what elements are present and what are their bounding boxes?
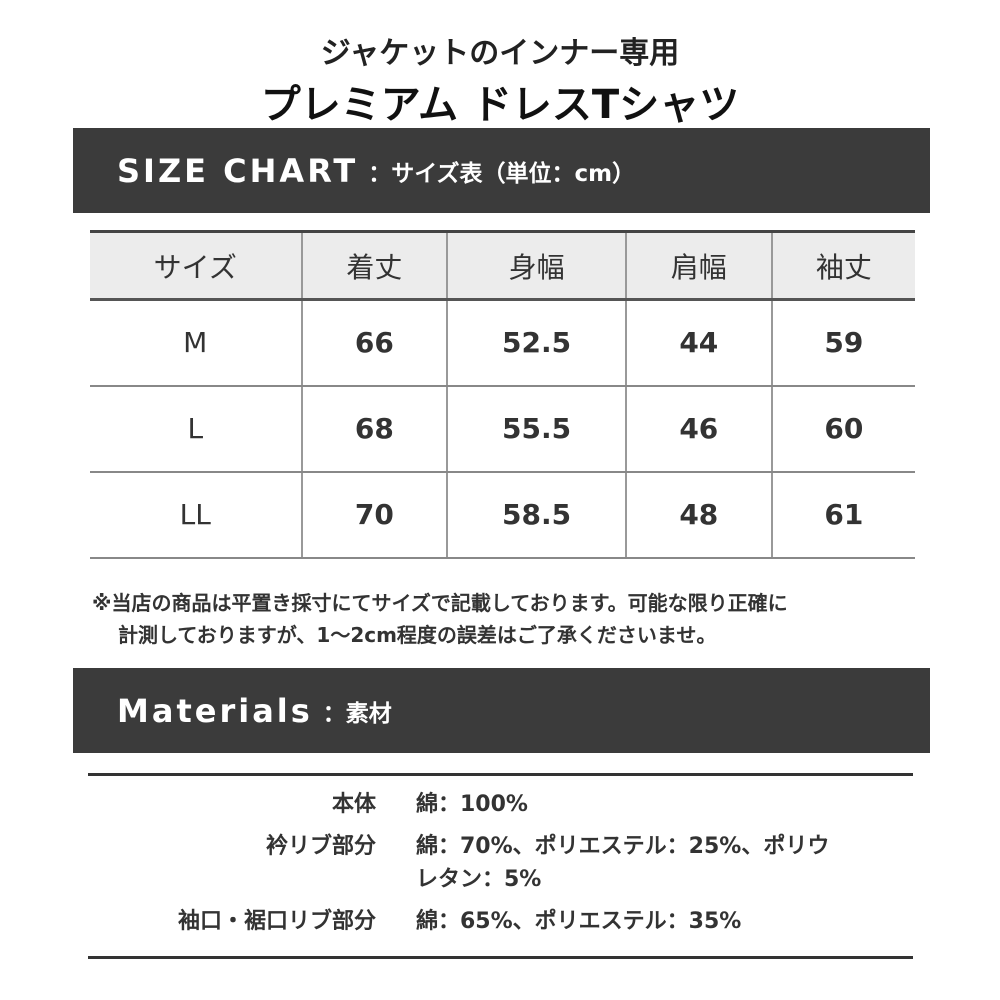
column-header: 着丈 (300, 231, 449, 301)
cell: 60 (770, 385, 915, 473)
cell: 66 (300, 299, 449, 387)
cell: 55.5 (446, 385, 627, 473)
cell: 44 (624, 299, 773, 387)
material-value: 綿：100% (416, 792, 528, 817)
size-chart-heading: SIZE CHART (117, 151, 359, 190)
title-line-2: プレミアム ドレスTシャツ (260, 82, 740, 128)
material-label: 袖口・裾口リブ部分 (177, 909, 376, 934)
size-chart-subheading: ：サイズ表（単位：cm） (368, 160, 636, 187)
note-line-2: 計測しておりますが、1～2cm程度の誤差はご了承くださいませ。 (118, 623, 717, 647)
cell: 59 (770, 299, 915, 387)
measurement-note: ※当店の商品は平置き採寸にてサイズで記載しております。可能な限り正確に 計測して… (92, 587, 788, 651)
cell: 58.5 (446, 471, 627, 559)
materials-subheading: ：素材 (322, 700, 392, 727)
size-table: サイズ 着丈 身幅 肩幅 袖丈 M 66 52.5 44 59 L 68 55.5 46 60 … (90, 230, 915, 559)
materials-heading: Materials (117, 691, 313, 730)
material-row: 袖口・裾口リブ部分 綿：65%、ポリエステル：35% (88, 905, 913, 938)
material-label: 本体 (331, 792, 376, 817)
cell: 68 (300, 385, 449, 473)
table-row: M 66 52.5 44 59 (90, 299, 915, 387)
note-line-1: ※当店の商品は平置き採寸にてサイズで記載しております。可能な限り正確に (92, 591, 788, 615)
cell: LL (90, 471, 303, 559)
material-value: 綿：65%、ポリエステル：35% (416, 909, 742, 934)
column-header: 身幅 (446, 231, 627, 301)
material-label: 衿リブ部分 (265, 834, 376, 859)
cell: M (90, 299, 303, 387)
cell: 46 (624, 385, 773, 473)
material-row: 衿リブ部分 綿：70%、ポリエステル：25%、ポリウレタン：5% (88, 830, 913, 896)
materials-banner: Materials ：素材 (73, 668, 930, 753)
material-value: 綿：70%、ポリエステル：25%、ポリウレタン：5% (416, 834, 830, 892)
column-header: 肩幅 (624, 231, 773, 301)
size-chart-banner: SIZE CHART ：サイズ表（単位：cm） (73, 128, 930, 213)
cell: 52.5 (446, 299, 627, 387)
title-line-1: ジャケットのインナー専用 (320, 36, 680, 71)
column-header: 袖丈 (770, 231, 915, 301)
table-row: LL 70 58.5 48 61 (90, 471, 915, 559)
cell: 48 (624, 471, 773, 559)
material-row: 本体 綿：100% (88, 788, 913, 821)
cell: 70 (300, 471, 449, 559)
materials-list: 本体 綿：100% 衿リブ部分 綿：70%、ポリエステル：25%、ポリウレタン：5%… (88, 788, 913, 947)
cell: 61 (770, 471, 915, 559)
column-header: サイズ (90, 231, 303, 301)
divider (88, 956, 913, 959)
table-row: L 68 55.5 46 60 (90, 385, 915, 473)
divider (88, 773, 913, 776)
cell: L (90, 385, 303, 473)
table-header-row: サイズ 着丈 身幅 肩幅 袖丈 (90, 231, 915, 301)
